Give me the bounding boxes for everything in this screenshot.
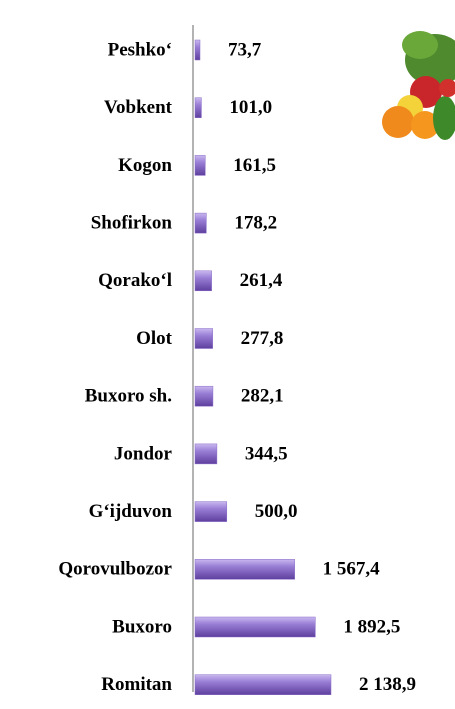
category-label: Vobkent [104, 97, 173, 118]
value-label: 1 892,5 [343, 616, 400, 637]
bar [195, 386, 213, 406]
category-label: Shofirkon [91, 212, 173, 233]
value-label: 1 567,4 [323, 559, 381, 580]
bar [195, 675, 331, 695]
value-label: 2 138,9 [359, 674, 416, 695]
category-label: Peshko‘ [108, 39, 172, 60]
category-label: Olot [136, 328, 173, 349]
value-label: 178,2 [234, 212, 277, 233]
category-label: Qorako‘l [98, 270, 172, 291]
bar [195, 329, 213, 349]
value-label: 500,0 [255, 501, 298, 522]
bar [195, 502, 227, 522]
value-label: 161,5 [233, 155, 276, 176]
bar [195, 559, 295, 579]
bar [195, 40, 200, 60]
value-label: 261,4 [240, 270, 283, 291]
bar [195, 98, 201, 118]
page: {"chart_data": {"type": "bar", "orientat… [0, 0, 455, 704]
category-label: Romitan [101, 674, 172, 695]
category-label: Buxoro [112, 616, 172, 637]
category-label: Jondor [114, 443, 173, 464]
bar [195, 444, 217, 464]
category-label: Buxoro sh. [85, 386, 172, 407]
category-label: Qorovulbozor [58, 559, 172, 580]
bar [195, 271, 212, 291]
value-label: 344,5 [245, 443, 288, 464]
bar [195, 617, 315, 637]
bar [195, 155, 205, 175]
category-label: G‘ijduvon [89, 501, 173, 522]
value-label: 73,7 [228, 39, 262, 60]
value-label: 101,0 [229, 97, 272, 118]
value-label: 277,8 [241, 328, 284, 349]
bar [195, 213, 206, 233]
value-label: 282,1 [241, 386, 284, 407]
chart: Peshko‘ 73,7 Vobkent 101,0 Kogon 161,5 Shofirk… [0, 0, 455, 704]
category-label: Kogon [118, 155, 172, 176]
vegetables-decoration [382, 31, 455, 140]
